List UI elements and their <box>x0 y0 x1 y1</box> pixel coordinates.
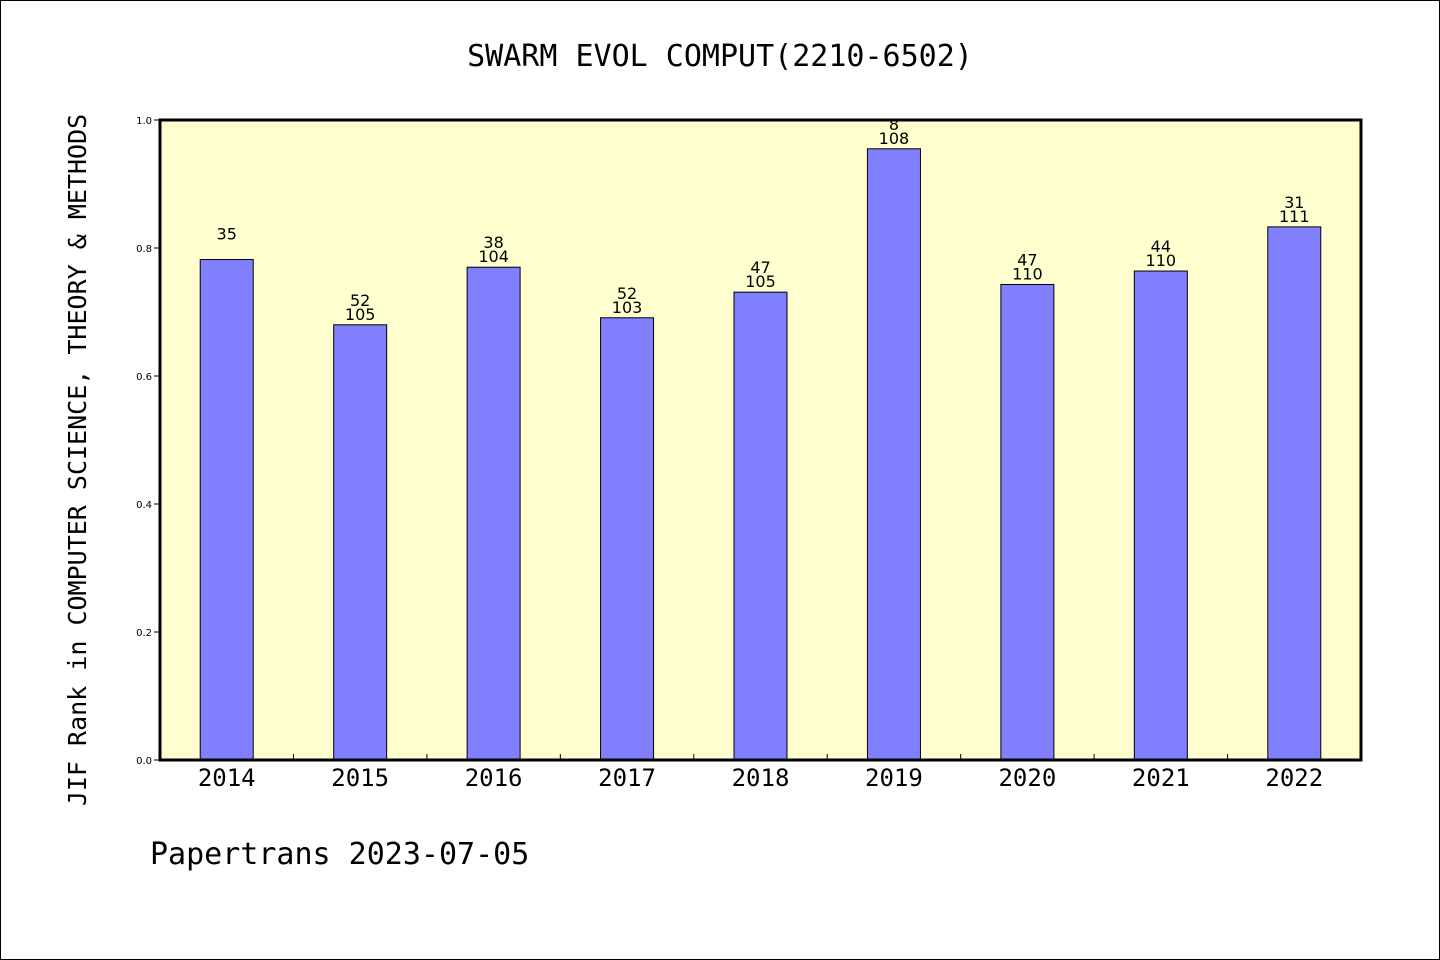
bars-group <box>199 148 1322 761</box>
x-tick-label: 2021 <box>1132 764 1190 792</box>
bar-2021 <box>1133 270 1188 761</box>
y-tick-label: 0.6 <box>136 372 152 383</box>
bar-label-rank: 8 <box>889 115 899 134</box>
bar-label-total: 110 <box>1012 264 1043 283</box>
y-tick-label: 0.4 <box>136 500 152 511</box>
bar-2020 <box>1000 283 1055 761</box>
bar-2018 <box>733 291 788 761</box>
bar-label-rank: 52 <box>350 291 370 310</box>
bar-label-rank: 52 <box>617 284 637 303</box>
y-ticks-group: 0.0 0.2 0.4 0.6 0.8 1.0 <box>136 116 160 767</box>
x-ticks-group: 2014 2015 2016 2017 2018 2019 2020 2021 2022 <box>198 754 1323 792</box>
x-tick-label: 2014 <box>198 764 256 792</box>
bar-2017 <box>600 317 655 761</box>
bar-label-rank: 31 <box>1284 193 1304 212</box>
y-tick-label: 0.0 <box>136 756 152 767</box>
x-tick-label: 2016 <box>465 764 523 792</box>
y-tick-label: 0.2 <box>136 628 152 639</box>
x-tick-label: 2022 <box>1265 764 1323 792</box>
y-tick-label: 0.8 <box>136 244 152 255</box>
plot-border <box>158 118 1363 762</box>
bar-2014 <box>199 259 254 761</box>
x-tick-label: 2019 <box>865 764 923 792</box>
y-axis-label: JIF Rank in COMPUTER SCIENCE, THEORY & M… <box>63 114 92 806</box>
bar-label-rank: 35 <box>217 225 237 244</box>
bar-2015 <box>333 324 388 761</box>
chart-title: SWARM EVOL COMPUT(2210-6502) <box>467 39 973 74</box>
bar-label-rank: 47 <box>750 258 770 277</box>
bar-label-rank: 38 <box>483 233 503 252</box>
y-tick-label: 1.0 <box>136 116 152 127</box>
x-tick-label: 2015 <box>331 764 389 792</box>
bar-2019 <box>866 148 921 761</box>
bar-label-total: 111 <box>1279 207 1310 226</box>
bar-label-total: 105 <box>345 305 376 324</box>
bar-label-rank: 44 <box>1151 237 1171 256</box>
x-tick-label: 2020 <box>998 764 1056 792</box>
bar-2022 <box>1267 226 1322 761</box>
bar-label-total: 110 <box>1146 251 1177 270</box>
bar-label-total: 105 <box>745 272 776 291</box>
bar-2016 <box>466 266 521 761</box>
bar-label-rank: 47 <box>1017 250 1037 269</box>
bar-label-total: 103 <box>612 298 643 317</box>
x-tick-label: 2018 <box>732 764 790 792</box>
x-tick-label: 2017 <box>598 764 656 792</box>
footer-note: Papertrans 2023-07-05 <box>150 837 529 872</box>
bar-label-total: 104 <box>478 247 509 266</box>
bar-label-total: 108 <box>879 129 910 148</box>
